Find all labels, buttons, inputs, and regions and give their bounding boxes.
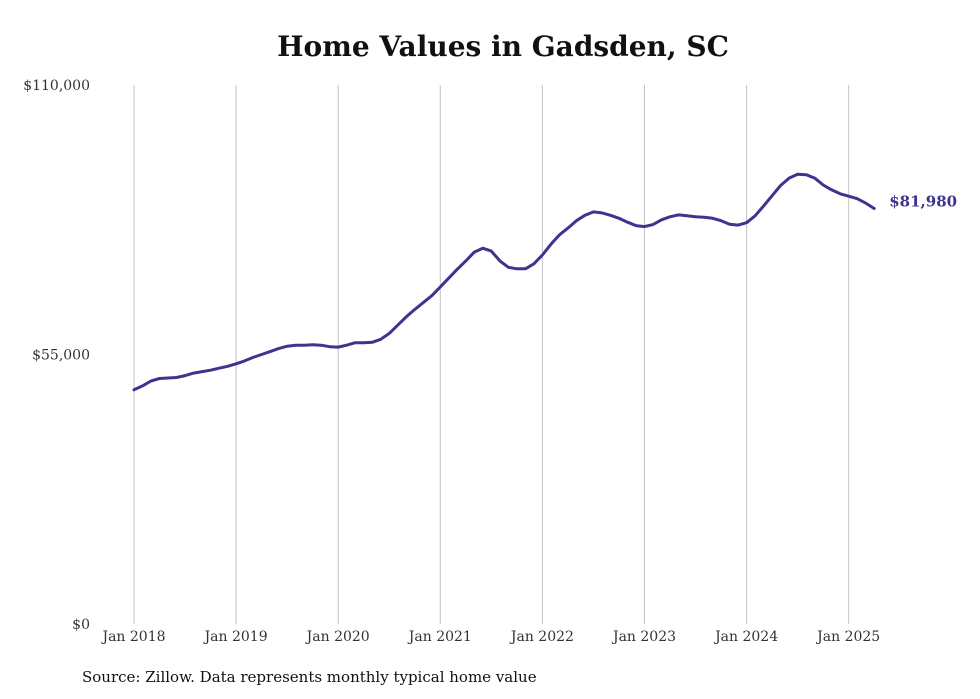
- x-tick-label: Jan 2025: [815, 629, 880, 645]
- x-tick-label: Jan 2024: [713, 629, 778, 645]
- y-tick-label: $110,000: [23, 78, 90, 94]
- series-layer: [132, 172, 876, 392]
- y-tick-label: $55,000: [32, 348, 90, 364]
- end-label-layer: $81,980: [889, 192, 957, 210]
- x-tick-label: Jan 2018: [100, 629, 165, 645]
- line-chart: $0$55,000$110,000 Jan 2018 Jan 2019 Jan 20…: [23, 78, 957, 645]
- y-tick-label: $0: [72, 617, 90, 633]
- x-tick-label: Jan 2020: [305, 629, 370, 645]
- end-value-label: $81,980: [889, 192, 957, 210]
- gridlines: [133, 85, 850, 624]
- y-axis-ticks: $0 $55,000 $110,000: [23, 78, 90, 633]
- x-tick-label: Jan 2023: [611, 629, 676, 645]
- x-axis-ticks: Jan 2018 Jan 2019 Jan 2020 Jan 2021 Jan 2022…: [100, 629, 880, 645]
- x-tick-label: Jan 2019: [203, 629, 268, 645]
- x-tick-label: Jan 2021: [407, 629, 472, 645]
- source-note: Source: Zillow. Data represents monthly …: [82, 668, 537, 686]
- series-line: [132, 172, 876, 392]
- chart-title: Home Values in Gadsden, SC: [277, 30, 729, 63]
- x-tick-label: Jan 2022: [509, 629, 574, 645]
